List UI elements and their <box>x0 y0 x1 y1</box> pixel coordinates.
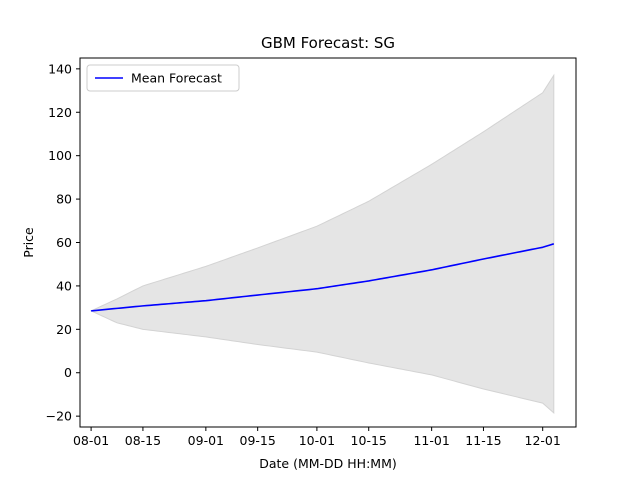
legend-label-mean-forecast: Mean Forecast <box>131 71 222 86</box>
chart-title: GBM Forecast: SG <box>261 34 395 52</box>
y-tick-label: 0 <box>64 365 72 380</box>
x-tick-label: 12-01 <box>525 433 561 448</box>
x-tick-label: 10-15 <box>351 433 387 448</box>
x-tick-label: 09-01 <box>188 433 224 448</box>
y-axis-label: Price <box>21 227 36 258</box>
legend-box <box>86 64 240 92</box>
x-tick-label: 08-01 <box>73 433 109 448</box>
y-tick-label: 20 <box>56 322 72 337</box>
confidence-band-layer <box>89 73 555 414</box>
confidence-band <box>89 73 555 414</box>
y-axis-ticks: −20 0 20 40 60 80 100 120 140 <box>46 61 80 424</box>
y-tick-label: −20 <box>46 409 72 424</box>
mean-forecast-line <box>91 243 555 312</box>
y-tick-label: 80 <box>56 192 72 207</box>
x-tick-label: 11-15 <box>465 433 501 448</box>
y-tick-label: 120 <box>48 105 72 120</box>
y-tick-label: 140 <box>48 61 72 76</box>
y-tick-label: 100 <box>48 148 72 163</box>
x-tick-label: 08-15 <box>125 433 161 448</box>
x-axis-label: Date (MM-DD HH:MM) <box>259 456 397 471</box>
x-axis-ticks: 08-01 08-15 09-01 09-15 10-01 10-15 11-01 11-15… <box>73 427 561 448</box>
x-tick-label: 10-01 <box>299 433 335 448</box>
y-tick-label: 40 <box>56 278 72 293</box>
mean-line-layer <box>91 243 555 312</box>
y-tick-label: 60 <box>56 235 72 250</box>
x-tick-label: 09-15 <box>240 433 276 448</box>
legend: Mean Forecast <box>86 64 240 92</box>
x-tick-label: 11-01 <box>413 433 449 448</box>
